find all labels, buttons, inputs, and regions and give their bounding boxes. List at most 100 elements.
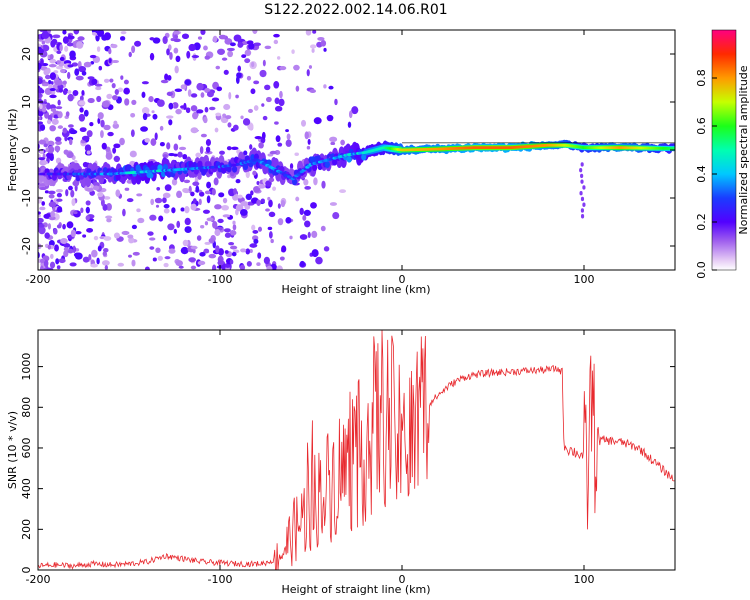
noise-point — [100, 198, 105, 207]
noise-point — [163, 203, 170, 209]
noise-point — [168, 248, 176, 254]
noise-point — [300, 119, 307, 127]
noise-point — [265, 96, 272, 103]
noise-point — [166, 48, 170, 56]
noise-point — [215, 65, 221, 70]
noise-point — [171, 178, 178, 186]
noise-point — [69, 50, 76, 59]
noise-point — [124, 187, 130, 191]
noise-point — [136, 208, 141, 213]
noise-point — [54, 244, 59, 252]
noise-point — [178, 265, 184, 269]
noise-point — [113, 120, 118, 125]
noise-point — [103, 236, 112, 241]
noise-point — [237, 41, 244, 48]
noise-point — [38, 213, 41, 218]
noise-point — [299, 260, 305, 267]
noise-point — [110, 43, 118, 49]
noise-point — [182, 239, 189, 247]
noise-point — [311, 48, 315, 53]
noise-point — [241, 41, 249, 45]
noise-point — [233, 34, 242, 42]
noise-point — [229, 42, 236, 47]
noise-point — [191, 55, 200, 59]
spectrogram-ridge — [38, 139, 675, 219]
noise-point — [274, 105, 283, 112]
noise-point — [101, 100, 110, 108]
noise-point — [41, 40, 46, 45]
snr-x-tick-label: 0 — [399, 573, 406, 586]
noise-point — [96, 95, 102, 103]
snr-x-tick-label: -200 — [26, 573, 51, 586]
noise-point — [317, 36, 325, 41]
spectrogram-y-tick-label: 0 — [20, 147, 33, 154]
noise-point — [117, 87, 123, 93]
noise-point — [140, 126, 148, 132]
noise-point — [281, 245, 287, 253]
noise-point — [249, 249, 253, 253]
noise-point — [231, 146, 239, 150]
snr-series-line — [38, 330, 675, 570]
noise-point — [85, 215, 90, 221]
noise-point — [141, 107, 150, 115]
noise-point — [57, 99, 61, 106]
noise-point — [200, 133, 207, 138]
noise-point — [114, 88, 119, 96]
noise-point — [320, 40, 327, 47]
noise-point — [66, 42, 74, 47]
noise-point — [142, 112, 148, 121]
noise-point — [295, 196, 300, 202]
noise-point — [74, 230, 82, 235]
noise-point — [111, 82, 116, 89]
noise-point — [257, 226, 263, 232]
noise-point — [163, 208, 170, 214]
noise-point — [253, 238, 259, 244]
noise-point — [123, 79, 129, 85]
noise-point — [226, 146, 232, 151]
noise-point — [84, 144, 92, 152]
noise-point — [68, 124, 74, 128]
noise-point — [151, 110, 155, 114]
ridge-band — [51, 173, 57, 181]
noise-point — [279, 66, 287, 71]
noise-point — [212, 35, 218, 43]
noise-point — [229, 259, 234, 265]
colorbar-tick-label: 0.6 — [695, 117, 708, 135]
noise-point — [132, 251, 140, 256]
noise-point — [267, 226, 273, 231]
noise-point — [166, 91, 173, 97]
noise-point — [177, 151, 183, 158]
noise-point — [148, 237, 156, 241]
noise-point — [101, 260, 110, 266]
noise-point — [253, 105, 259, 111]
snr-y-tick-label: 400 — [20, 478, 33, 499]
noise-point — [274, 97, 280, 105]
noise-point — [256, 262, 261, 267]
ridge-band — [115, 173, 121, 181]
noise-point — [52, 34, 61, 39]
noise-point — [87, 98, 95, 104]
noise-point — [119, 36, 126, 41]
noise-point — [156, 186, 161, 191]
noise-point — [148, 95, 154, 103]
noise-point — [47, 145, 55, 154]
noise-point — [232, 224, 237, 231]
noise-point — [167, 74, 172, 81]
noise-point — [88, 254, 92, 261]
noise-point — [72, 180, 80, 187]
noise-point — [258, 142, 264, 149]
noise-point — [285, 217, 292, 224]
noise-point — [51, 118, 59, 125]
snr-series-group — [38, 330, 675, 570]
noise-point — [49, 58, 57, 64]
noise-point — [245, 193, 253, 201]
noise-point — [299, 234, 308, 240]
noise-point — [256, 180, 260, 186]
noise-point — [82, 234, 87, 238]
noise-point — [340, 139, 345, 146]
noise-point — [295, 85, 300, 92]
noise-point — [235, 75, 240, 84]
noise-point — [42, 160, 48, 165]
noise-point — [41, 201, 46, 206]
noise-point — [299, 207, 304, 216]
